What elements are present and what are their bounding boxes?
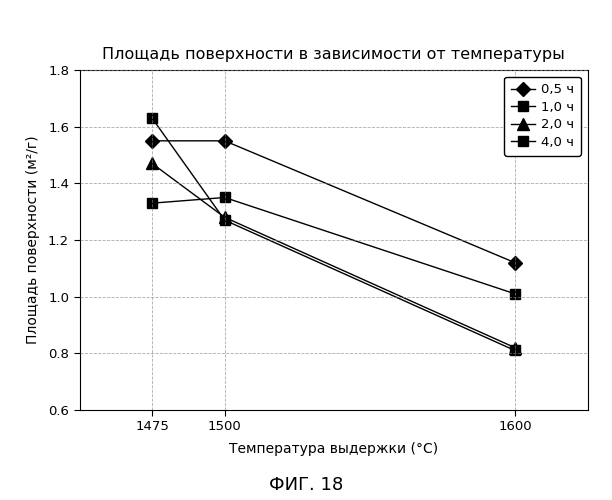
2,0 ч (511, 344, 518, 350)
Line: 4,0 ч: 4,0 ч (147, 114, 520, 356)
2,0 ч (149, 160, 156, 166)
0,5 ч (149, 138, 156, 144)
Line: 1,0 ч: 1,0 ч (147, 192, 520, 298)
1,0 ч (149, 200, 156, 206)
Text: ФИГ. 18: ФИГ. 18 (269, 476, 343, 494)
Line: 0,5 ч: 0,5 ч (147, 136, 520, 268)
4,0 ч (221, 217, 228, 223)
Title: Площадь поверхности в зависимости от температуры: Площадь поверхности в зависимости от тем… (102, 47, 565, 62)
Legend: 0,5 ч, 1,0 ч, 2,0 ч, 4,0 ч: 0,5 ч, 1,0 ч, 2,0 ч, 4,0 ч (504, 76, 581, 156)
0,5 ч (221, 138, 228, 144)
4,0 ч (511, 348, 518, 354)
Line: 2,0 ч: 2,0 ч (146, 158, 521, 353)
2,0 ч (221, 214, 228, 220)
Y-axis label: Площадь поверхности (м²/г): Площадь поверхности (м²/г) (26, 136, 40, 344)
0,5 ч (511, 260, 518, 266)
4,0 ч (149, 115, 156, 121)
1,0 ч (511, 291, 518, 297)
1,0 ч (221, 194, 228, 200)
X-axis label: Температура выдержки (°C): Температура выдержки (°C) (229, 442, 438, 456)
